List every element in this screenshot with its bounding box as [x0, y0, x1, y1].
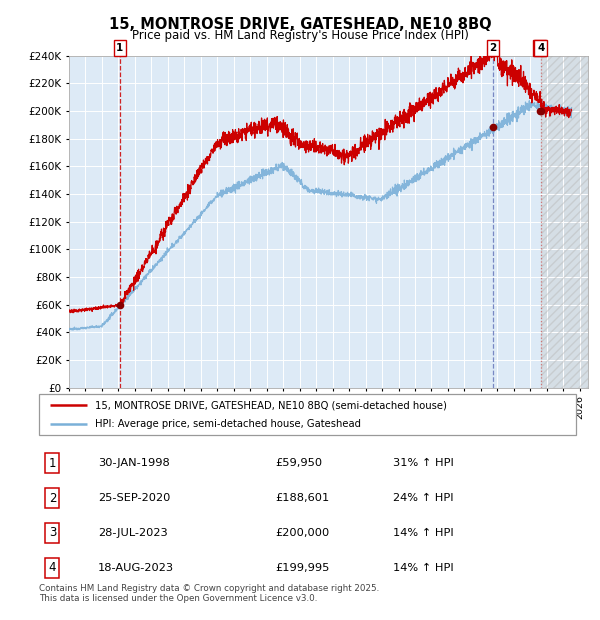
- Text: 15, MONTROSE DRIVE, GATESHEAD, NE10 8BQ (semi-detached house): 15, MONTROSE DRIVE, GATESHEAD, NE10 8BQ …: [95, 401, 447, 410]
- Text: 2: 2: [490, 43, 497, 53]
- Bar: [541, 56, 588, 388]
- Text: 3: 3: [536, 43, 544, 53]
- Text: 25-SEP-2020: 25-SEP-2020: [98, 493, 170, 503]
- Text: 4: 4: [49, 561, 56, 574]
- Text: HPI: Average price, semi-detached house, Gateshead: HPI: Average price, semi-detached house,…: [95, 419, 361, 429]
- Text: 24% ↑ HPI: 24% ↑ HPI: [394, 493, 454, 503]
- Text: £199,995: £199,995: [275, 563, 329, 573]
- Text: 2: 2: [49, 492, 56, 505]
- Text: £188,601: £188,601: [275, 493, 329, 503]
- Text: 14% ↑ HPI: 14% ↑ HPI: [394, 528, 454, 538]
- Text: 4: 4: [537, 43, 544, 53]
- Text: Price paid vs. HM Land Registry's House Price Index (HPI): Price paid vs. HM Land Registry's House …: [131, 29, 469, 42]
- Text: 18-AUG-2023: 18-AUG-2023: [98, 563, 174, 573]
- Text: 31% ↑ HPI: 31% ↑ HPI: [394, 458, 454, 468]
- Text: 1: 1: [49, 457, 56, 470]
- FancyBboxPatch shape: [39, 394, 576, 435]
- Bar: [541, 56, 588, 388]
- Text: 14% ↑ HPI: 14% ↑ HPI: [394, 563, 454, 573]
- Text: 3: 3: [49, 526, 56, 539]
- Text: 15, MONTROSE DRIVE, GATESHEAD, NE10 8BQ: 15, MONTROSE DRIVE, GATESHEAD, NE10 8BQ: [109, 17, 491, 32]
- Text: £200,000: £200,000: [275, 528, 329, 538]
- Text: £59,950: £59,950: [275, 458, 322, 468]
- Text: Contains HM Land Registry data © Crown copyright and database right 2025.
This d: Contains HM Land Registry data © Crown c…: [39, 584, 379, 603]
- Text: 30-JAN-1998: 30-JAN-1998: [98, 458, 170, 468]
- Text: 28-JUL-2023: 28-JUL-2023: [98, 528, 168, 538]
- Text: 1: 1: [116, 43, 124, 53]
